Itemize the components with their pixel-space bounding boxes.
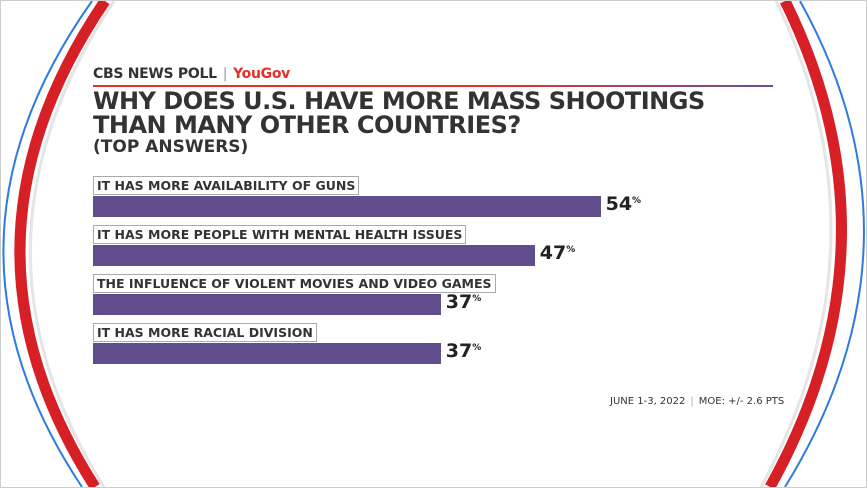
value-number: 54 (605, 193, 633, 215)
footer: JUNE 1-3, 2022 | MOE: +/- 2.6 PTS (610, 396, 784, 407)
chart-subtitle: (TOP ANSWERS) (93, 137, 249, 157)
value-label: 37% (446, 340, 481, 362)
value-label: 54% (606, 193, 641, 215)
footer-separator: | (690, 396, 694, 407)
yougov-logo: YouGov (233, 66, 290, 82)
value-unit: % (472, 294, 482, 304)
value-unit: % (632, 196, 642, 206)
value-label: 47% (540, 242, 575, 264)
brand-separator: | (222, 66, 228, 82)
category-label: IT HAS MORE AVAILABILITY OF GUNS (93, 176, 360, 195)
title-line-1: WHY DOES U.S. HAVE MORE MASS SHOOTINGS (93, 87, 705, 115)
bar (93, 343, 441, 364)
header-rule (93, 85, 773, 87)
margin-of-error: MOE: +/- 2.6 PTS (698, 396, 785, 407)
bar (93, 294, 441, 315)
value-unit: % (472, 343, 482, 353)
value-unit: % (566, 245, 576, 255)
value-number: 47 (539, 242, 567, 264)
bar (93, 245, 535, 266)
brand-header: CBS NEWS POLL | YouGov (93, 66, 290, 82)
value-number: 37 (445, 340, 473, 362)
poll-date: JUNE 1-3, 2022 (610, 396, 686, 407)
category-label: THE INFLUENCE OF VIOLENT MOVIES AND VIDE… (93, 274, 496, 293)
category-label: IT HAS MORE RACIAL DIVISION (93, 323, 317, 342)
chart-title: WHY DOES U.S. HAVE MORE MASS SHOOTINGS TH… (93, 89, 705, 137)
value-label: 37% (446, 291, 481, 313)
cbs-logo: CBS NEWS POLL (93, 66, 217, 82)
title-line-2: THAN MANY OTHER COUNTRIES? (93, 111, 521, 139)
value-number: 37 (445, 291, 473, 313)
bar (93, 196, 601, 217)
category-label: IT HAS MORE PEOPLE WITH MENTAL HEALTH IS… (93, 225, 467, 244)
